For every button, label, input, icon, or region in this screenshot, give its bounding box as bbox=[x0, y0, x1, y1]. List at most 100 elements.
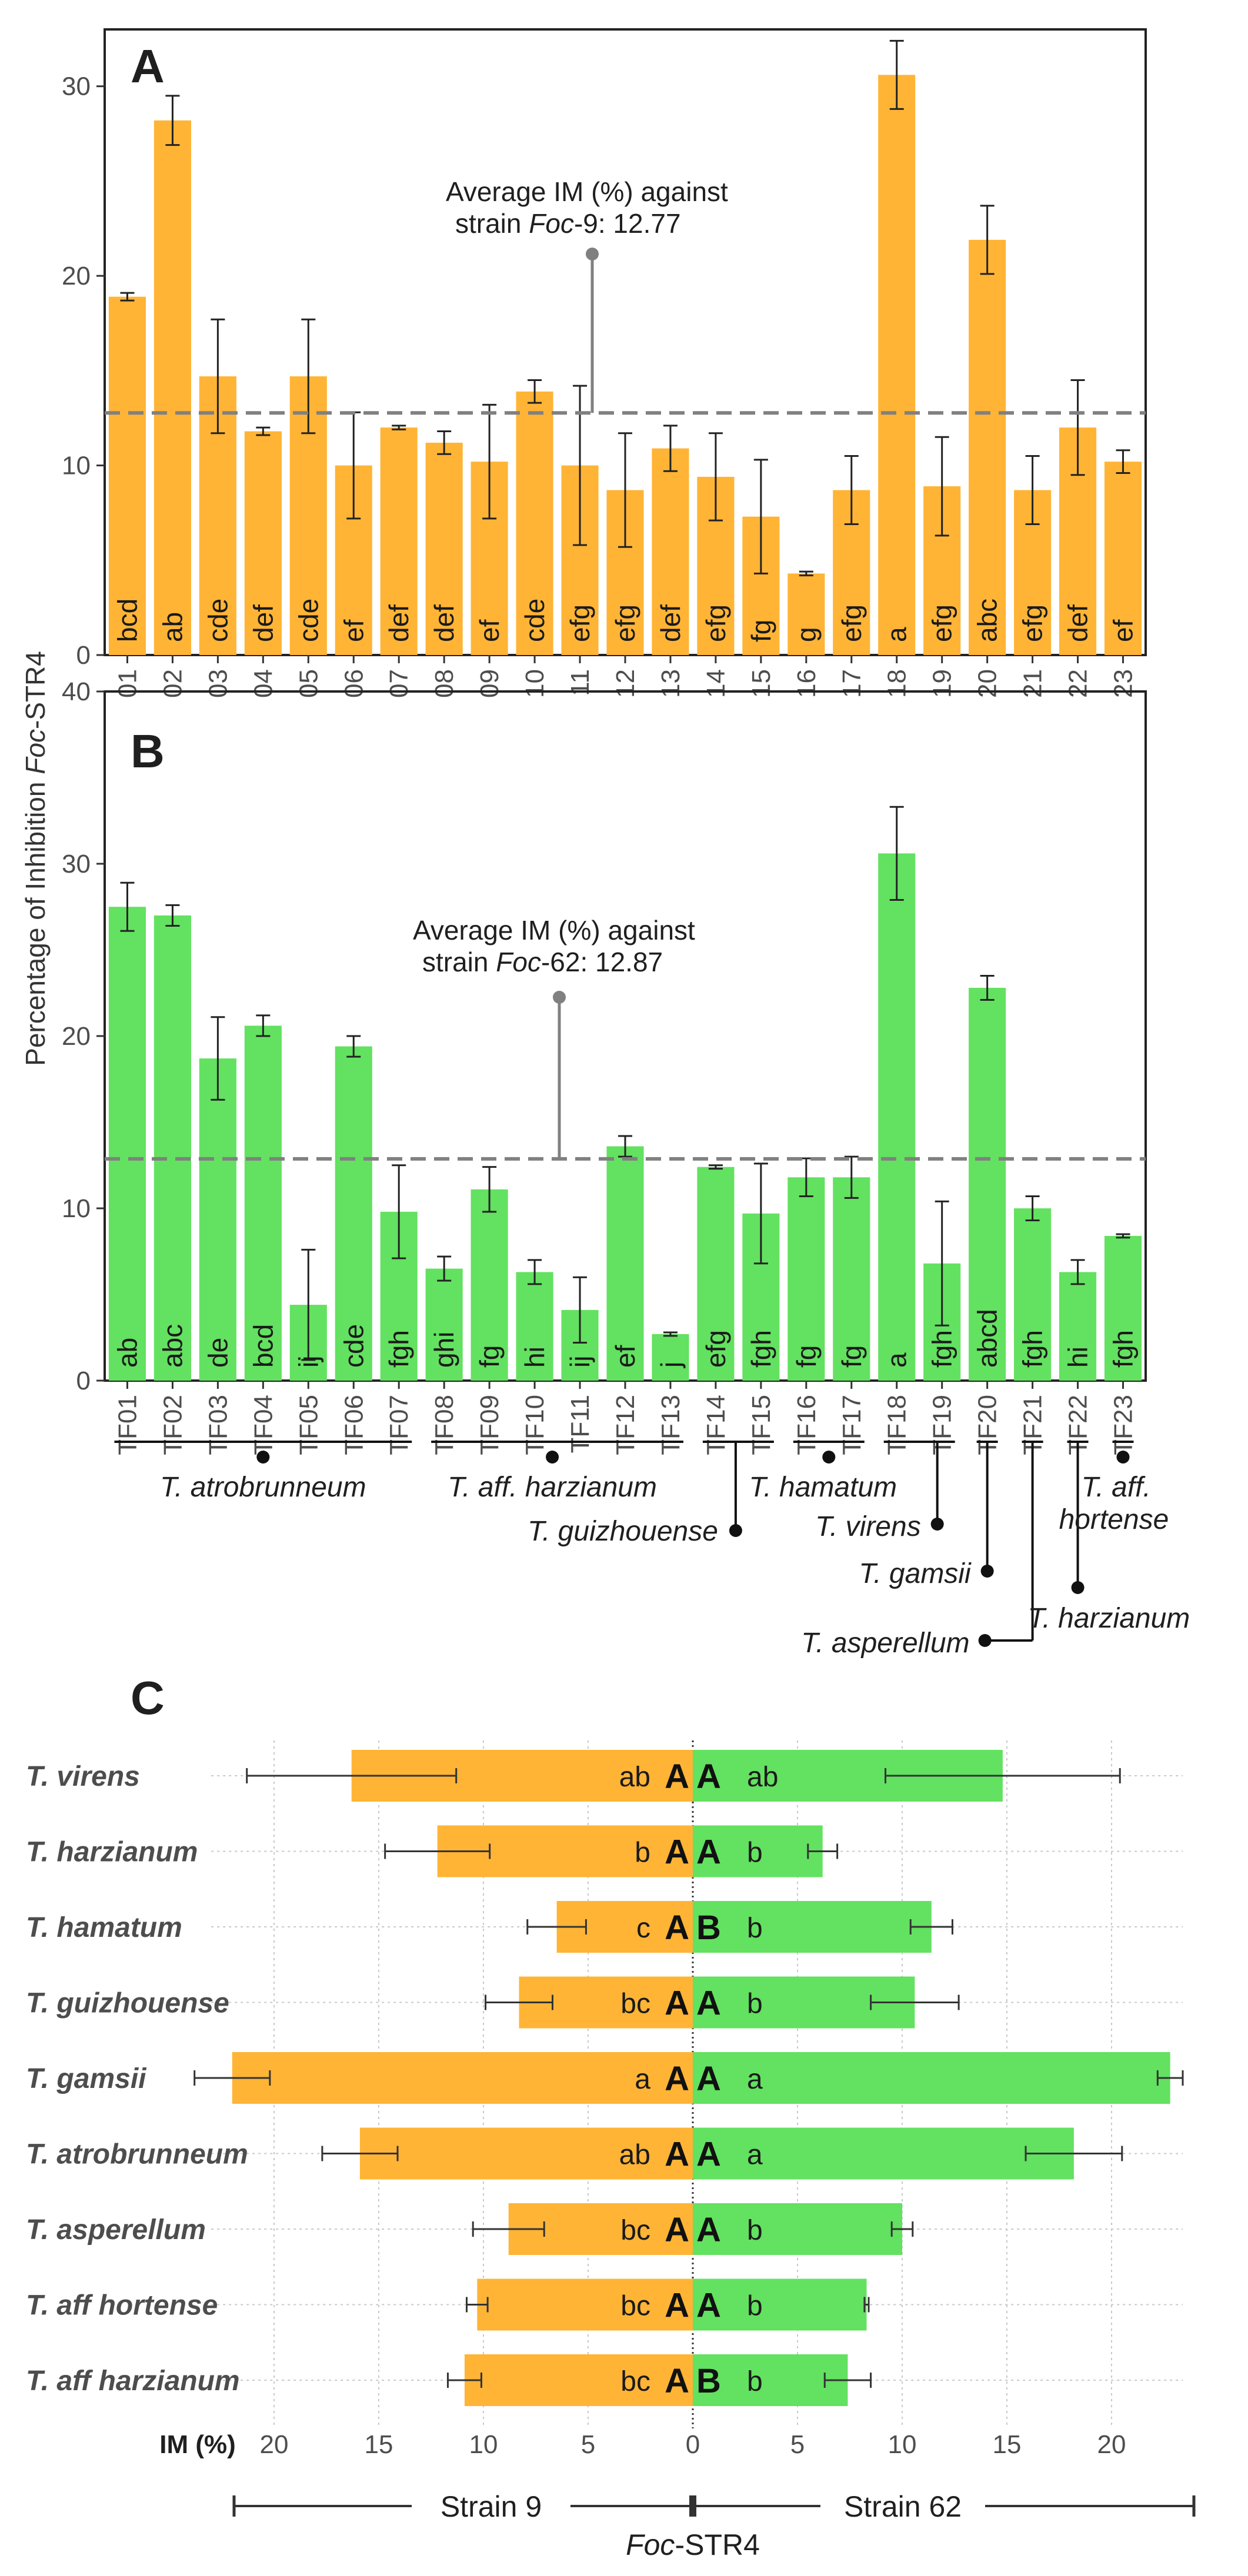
panel-a-group-letter: bcd bbox=[112, 599, 142, 642]
panel-c-letter-strain9: ab bbox=[619, 1762, 650, 1793]
species-groups: T. atrobrunneum T. aff. harzianum T. guizh… bbox=[114, 1441, 1190, 1659]
panel-a-bar bbox=[969, 239, 1006, 656]
panel-b-bar bbox=[1104, 1235, 1142, 1381]
panel-b-bar bbox=[1014, 1208, 1052, 1381]
panel-a-xtick-label: 20 bbox=[973, 669, 1002, 698]
panel-b-xtick-label: TF05 bbox=[294, 1395, 323, 1455]
panel-a-group-letter: def bbox=[655, 604, 686, 642]
panel-a-group-letter: def bbox=[1063, 604, 1093, 642]
panel-b-group-letter: fg bbox=[791, 1345, 822, 1368]
panel-c-compare-right: B bbox=[696, 2362, 721, 2400]
panel-c-compare-left: A bbox=[665, 2136, 689, 2174]
panel-a-bar bbox=[652, 448, 689, 655]
group-dot bbox=[978, 1634, 992, 1647]
panel-b-group-letter: ij bbox=[293, 1356, 323, 1368]
panel-a-group-letter: g bbox=[791, 627, 822, 642]
panel-a-bar bbox=[878, 75, 916, 655]
group-dot bbox=[546, 1451, 559, 1464]
panel-c-bar-strain62 bbox=[693, 1901, 932, 1953]
panel-b: 0 10 20 30 40 ab TF01 abc TF02 de TF03 bcd TF04 ij TF0… bbox=[62, 677, 1147, 1455]
panel-a-ytick-label: 20 bbox=[62, 262, 91, 290]
panel-c-compare-right: A bbox=[696, 1984, 721, 2023]
panel-c-letter-strain62: a bbox=[747, 2064, 763, 2095]
species-gamsii: T. gamsii bbox=[859, 1558, 972, 1589]
panel-c-xtick-label: 15 bbox=[365, 2430, 393, 2459]
panel-b-xtick-label: TF11 bbox=[566, 1395, 595, 1453]
panel-a-group-letter: def bbox=[248, 604, 278, 642]
panel-b-annotation-dot bbox=[553, 991, 566, 1004]
panel-c-letter-strain9: bc bbox=[620, 1989, 650, 2020]
panel-c-species-label: T. atrobrunneum bbox=[26, 2139, 248, 2170]
panel-b-xtick-label: TF23 bbox=[1109, 1395, 1138, 1455]
panel-a-annotation-dot bbox=[586, 248, 599, 260]
panel-c-compare-left: A bbox=[665, 2287, 689, 2325]
panel-c-compare-left: A bbox=[665, 1758, 689, 1796]
panel-c-compare-left: A bbox=[665, 2211, 689, 2249]
panel-b-bar bbox=[154, 915, 191, 1381]
panel-a-group-letter: ef bbox=[1108, 619, 1139, 642]
panel-c-bar-strain62 bbox=[693, 2354, 848, 2406]
species-harzianum: T. harzianum bbox=[1028, 1603, 1190, 1634]
species-aff-harzianum: T. aff. harzianum bbox=[448, 1472, 657, 1503]
panel-c-compare-right: A bbox=[696, 1833, 721, 1872]
species-atrobrunneum: T. atrobrunneum bbox=[160, 1472, 366, 1503]
panel-a-bar bbox=[425, 442, 463, 655]
panel-c-letter-strain9: b bbox=[635, 1837, 650, 1869]
panel-b-group-letter: de bbox=[202, 1338, 233, 1368]
panel-b-group-letter: ghi bbox=[429, 1332, 459, 1368]
panel-b-bar bbox=[108, 907, 146, 1381]
panel-c-bar-strain62 bbox=[693, 1825, 823, 1877]
panel-c-letter-strain62: b bbox=[747, 1989, 763, 2020]
panel-c-xtick-label: 10 bbox=[469, 2430, 498, 2459]
panel-a-ytick-label: 30 bbox=[62, 72, 91, 101]
panel-c-species-label: T. virens bbox=[26, 1761, 140, 1792]
panel-b-ytick-label: 20 bbox=[62, 1022, 91, 1051]
panel-a-xtick-label: 06 bbox=[339, 669, 368, 698]
panel-c-compare-left: A bbox=[665, 1909, 689, 1947]
panel-c-letter-strain9: bc bbox=[620, 2215, 650, 2246]
panel-a-group-letter: cde bbox=[293, 599, 323, 642]
panel-a-xtick-label: 18 bbox=[883, 669, 912, 698]
panel-b-group-letter: efg bbox=[700, 1330, 731, 1368]
panel-a-xtick-label: 12 bbox=[611, 669, 640, 698]
panel-b-bar bbox=[697, 1167, 735, 1381]
panel-b-xtick-label: TF03 bbox=[203, 1395, 232, 1455]
panel-b-bar bbox=[833, 1177, 870, 1381]
panel-b-xtick-label: TF17 bbox=[837, 1395, 866, 1455]
panel-a-xtick-label: 22 bbox=[1064, 669, 1093, 698]
panel-c-letter-strain9: c bbox=[636, 1913, 650, 1944]
panel-b-group-letter: fgh bbox=[927, 1330, 957, 1368]
panel-a-group-letter: efg bbox=[700, 604, 731, 642]
panel-b-group-letter: fgh bbox=[383, 1330, 414, 1368]
panel-b-group-letter: bcd bbox=[248, 1324, 278, 1368]
panel-a-group-letter: ef bbox=[474, 619, 505, 642]
panel-a-xtick-label: 08 bbox=[430, 669, 459, 698]
panel-a-bar bbox=[244, 431, 282, 655]
panel-c-letter-strain9: a bbox=[635, 2064, 650, 2095]
panel-a-xtick-label: 04 bbox=[249, 669, 278, 698]
panel-c-species-label: T. hamatum bbox=[26, 1912, 182, 1943]
panel-a-bar bbox=[108, 296, 146, 656]
panel-b-bar bbox=[787, 1177, 825, 1381]
panel-c-xlabel: IM (%) bbox=[159, 2430, 236, 2459]
panel-b-group-letter: j bbox=[655, 1362, 686, 1369]
panel-c-xtick-label: 15 bbox=[993, 2430, 1022, 2459]
panel-b-annotation-line2: strain Foc-62: 12.87 bbox=[422, 947, 663, 977]
panel-a-bar bbox=[380, 427, 418, 655]
panel-c-xtick-label: 20 bbox=[260, 2430, 289, 2459]
panel-c-compare-right: A bbox=[696, 2211, 721, 2249]
panel-a-bar bbox=[787, 573, 825, 655]
panel-b-group-letter: fg bbox=[836, 1345, 867, 1368]
panel-c-compare-right: A bbox=[696, 1758, 721, 1796]
panel-b-group-letter: abc bbox=[157, 1324, 188, 1368]
panel-b-xtick-label: TF06 bbox=[339, 1395, 368, 1455]
species-asperellum: T. asperellum bbox=[801, 1628, 969, 1659]
group-dot bbox=[1071, 1581, 1085, 1594]
panel-c-compare-left: A bbox=[665, 1984, 689, 2023]
panel-b-xtick-label: TF19 bbox=[928, 1395, 957, 1455]
panel-c-compare-left: A bbox=[665, 1833, 689, 1872]
panel-a-xtick-label: 23 bbox=[1109, 669, 1138, 698]
panel-a-ytick-label: 10 bbox=[62, 452, 91, 480]
strain62-label: Strain 62 bbox=[844, 2490, 962, 2523]
panel-c-bar-strain62 bbox=[693, 2052, 1170, 2104]
